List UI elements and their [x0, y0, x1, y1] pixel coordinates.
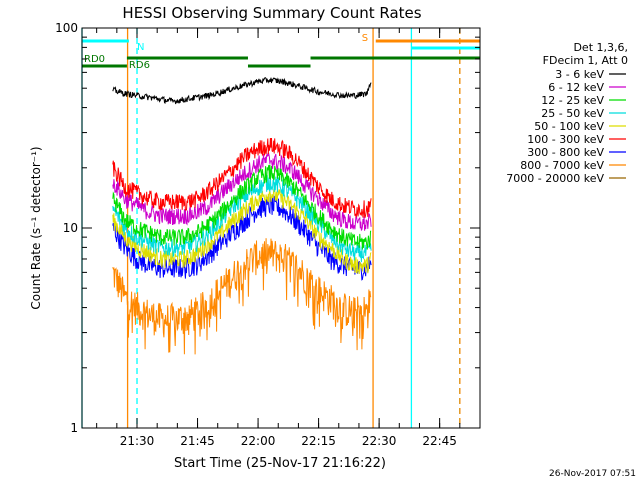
x-tick-label-0: 21:30 [120, 434, 155, 448]
x-tick-label-2: 22:00 [241, 434, 276, 448]
series-line-4 [112, 187, 372, 275]
y-axis-label: Count Rate (s⁻¹ detector⁻¹) [29, 146, 43, 309]
series-line-5 [112, 137, 372, 219]
y-tick-label-1: 10 [63, 221, 78, 235]
chart-title: HESSI Observing Summary Count Rates [122, 4, 421, 22]
series-line-0 [112, 76, 372, 105]
legend-label-6: 300 - 800 keV [527, 146, 604, 159]
series-line-7 [112, 238, 372, 355]
flag-label-1: S [362, 33, 368, 44]
legend-header-detectors: Det 1,3,6, [573, 41, 628, 54]
flag-bars-layer: N S RD0 RD6 [82, 33, 480, 71]
legend-label-7: 800 - 7000 keV [520, 159, 604, 172]
legend-label-3: 25 - 50 keV [541, 107, 604, 120]
series-layer [112, 76, 372, 355]
x-tick-label-5: 22:45 [422, 434, 457, 448]
flag-label-4: RD6 [129, 60, 150, 71]
y-tick-label-2: 100 [55, 21, 78, 35]
x-axis-label: Start Time (25-Nov-17 21:16:22) [174, 456, 386, 471]
x-tick-label-3: 22:15 [301, 434, 336, 448]
legend-label-8: 7000 - 20000 keV [506, 172, 604, 185]
x-tick-label-1: 21:45 [180, 434, 215, 448]
series-line-1 [112, 152, 372, 232]
series-line-2 [112, 164, 372, 250]
vertical-markers-layer [81, 28, 461, 428]
legend-label-5: 100 - 300 keV [527, 133, 604, 146]
legend-label-1: 6 - 12 keV [548, 81, 604, 94]
legend-label-4: 50 - 100 keV [534, 120, 604, 133]
legend-label-0: 3 - 6 keV [555, 68, 604, 81]
footer-timestamp: 26-Nov-2017 07:51 [549, 469, 636, 479]
y-tick-label-0: 1 [70, 421, 78, 435]
legend-header-decimation: FDecim 1, Att 0 [543, 54, 628, 67]
flag-label-0: N [137, 42, 144, 53]
legend-label-2: 12 - 25 keV [541, 94, 604, 107]
axes-layer: 1 10 100 21:30 21:45 22:00 22:15 22:30 22:45 [55, 21, 481, 448]
x-tick-label-4: 22:30 [362, 434, 397, 448]
flag-label-3: RD0 [84, 54, 105, 65]
